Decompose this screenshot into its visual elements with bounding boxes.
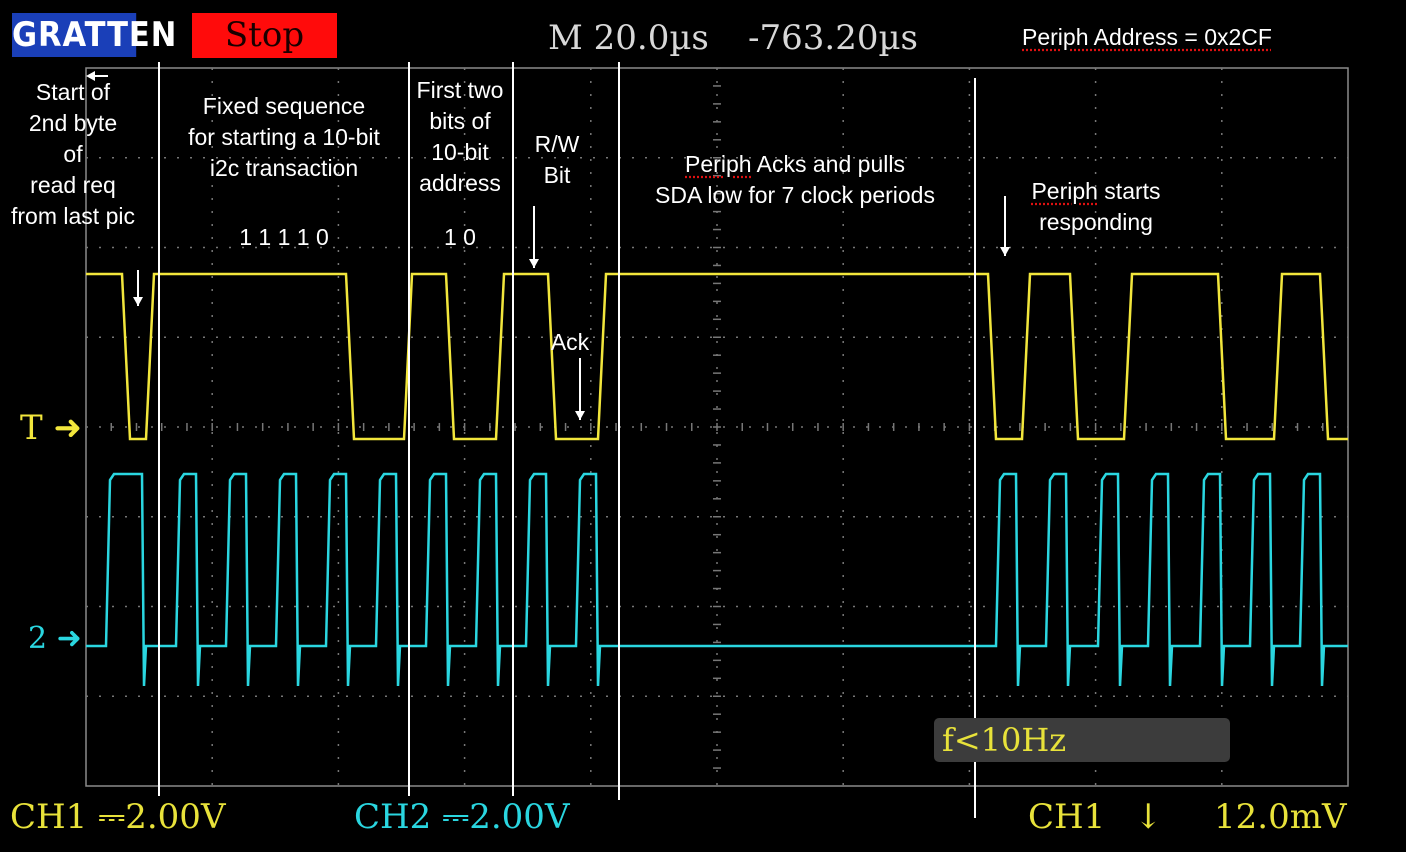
- annotation-periph-starts: Periph starts responding: [1031, 178, 1161, 235]
- ch2-trace: [86, 472, 1348, 687]
- annotation-rw-bit: R/W Bit: [534, 131, 580, 188]
- annotation-fixed-bits: 1 1 1 1 0: [239, 224, 329, 250]
- annotation-arrows: [86, 71, 1010, 420]
- run-stop-indicator[interactable]: Stop: [192, 13, 337, 58]
- trigger-edge-icon: ↓: [1134, 797, 1163, 837]
- timebase-readout: M 20.0µs: [548, 18, 709, 58]
- periph-address-label: Periph Address = 0x2CF: [1022, 24, 1272, 50]
- frequency-readout: f<10Hz: [934, 718, 1230, 762]
- trigger-level-readout: 12.0mV: [1214, 797, 1347, 837]
- annotation-divider-lines: [158, 62, 976, 818]
- brand-logo: GRATTEN: [12, 13, 178, 57]
- ch2-ground-marker[interactable]: 2 ➜: [28, 621, 82, 656]
- trigger-level-marker[interactable]: T ➜: [20, 408, 82, 448]
- annotation-periph-acks: Periph Acks and pulls SDA low for 7 cloc…: [655, 151, 935, 208]
- trigger-source-readout: CH1: [1028, 797, 1106, 837]
- ch1-scale-readout: CH1 ⎓2.00V: [10, 797, 226, 837]
- annotation-first-two-bits: First two bits of 10-bit address: [416, 77, 504, 196]
- annotation-ack: Ack: [550, 329, 590, 355]
- trigger-position-readout: -763.20µs: [748, 18, 918, 58]
- ch2-scale-readout: CH2 ⎓2.00V: [354, 797, 570, 837]
- annotation-start-2nd-byte: Start of 2nd byte of read req from last …: [11, 79, 135, 229]
- ch1-trace: [86, 272, 1348, 441]
- annotation-first-bits: 1 0: [444, 224, 476, 250]
- annotation-fixed-sequence: Fixed sequence for starting a 10-bit i2c…: [188, 93, 380, 181]
